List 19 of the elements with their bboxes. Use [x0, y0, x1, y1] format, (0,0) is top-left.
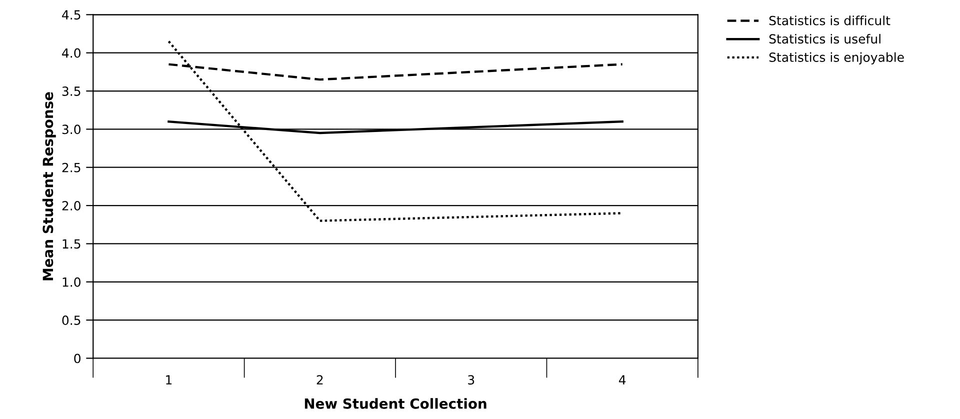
- y-tick-label: 0: [74, 354, 80, 364]
- y-tick-label: 2.5: [62, 162, 80, 172]
- legend-label: Statistics is enjoyable: [769, 52, 904, 64]
- y-tick-label: 4.5: [62, 10, 80, 20]
- x-tick-label: 2: [316, 375, 323, 384]
- x-tick-label: 4: [618, 375, 626, 384]
- x-axis-title: New Student Collection: [304, 398, 486, 409]
- y-axis-title: Mean Student Response: [42, 92, 56, 280]
- x-tick-label: 1: [166, 375, 172, 384]
- y-tick-label: 4.0: [62, 48, 80, 58]
- y-tick-label: 1.0: [62, 277, 80, 287]
- x-tick-label: 3: [468, 375, 474, 385]
- legend-label: Statistics is difficult: [769, 16, 890, 26]
- y-tick-label: 3.0: [62, 124, 80, 134]
- y-tick-label: 1.5: [62, 239, 80, 249]
- y-tick-label: 3.5: [62, 86, 80, 96]
- y-tick-label: 0.5: [62, 316, 80, 325]
- y-tick-label: 2.0: [62, 201, 80, 210]
- legend-label: Statistics is useful: [769, 34, 880, 44]
